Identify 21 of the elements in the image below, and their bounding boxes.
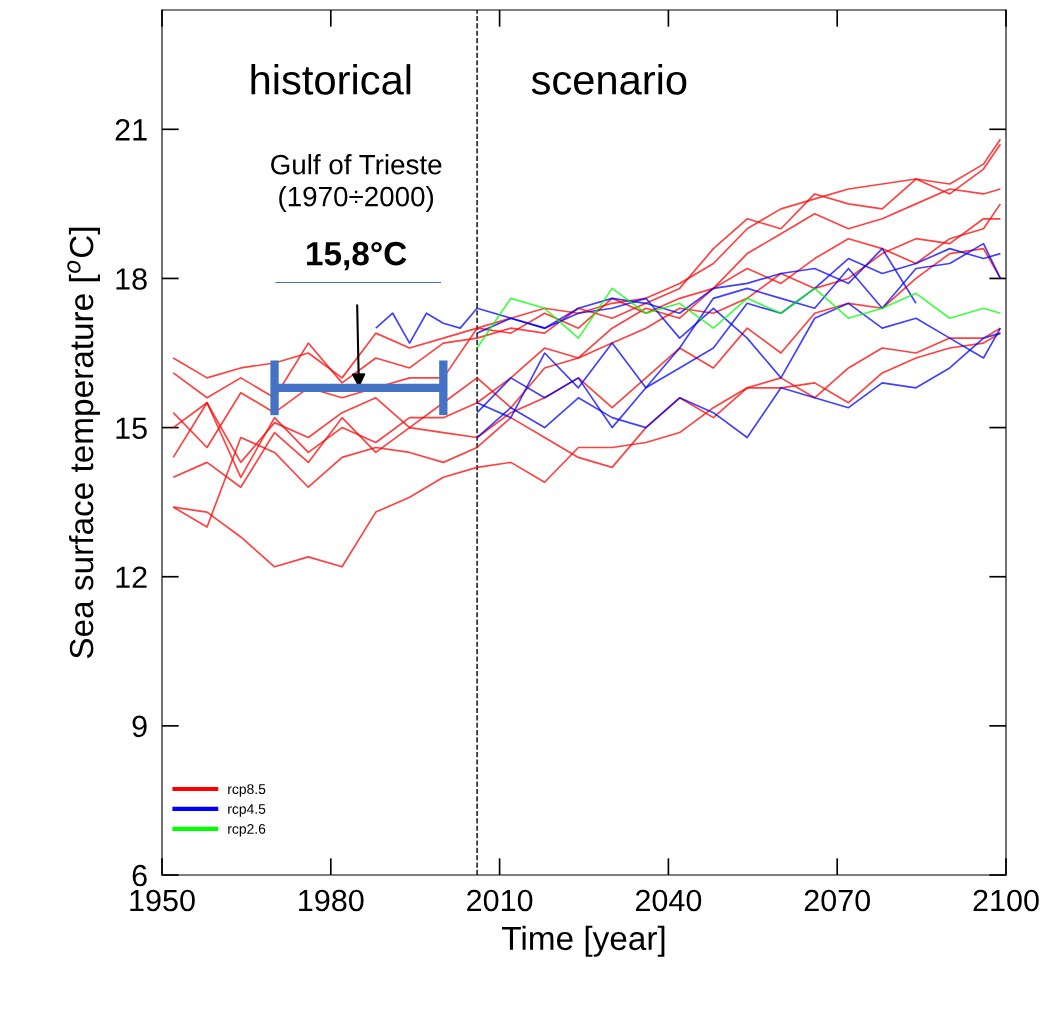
- x-tick-label: 1950: [130, 889, 195, 912]
- y-tick-label: 21: [115, 119, 147, 141]
- annotation: 15,8°C: [307, 241, 407, 271]
- x-tick-label: 1980: [299, 889, 364, 912]
- y-tick-label: 15: [116, 417, 147, 439]
- legend-label: rcp8.5: [228, 784, 266, 797]
- x-tick-label: 2040: [635, 889, 702, 912]
- y-axis-title: Sea surface temperature [$^{o}$C]: [67, 227, 100, 659]
- x-axis-title: Time [year]: [502, 925, 665, 957]
- x-tick-label: 2100: [973, 889, 1039, 912]
- annotation: scenario: [531, 64, 687, 95]
- legend-label: rcp4.5: [228, 804, 266, 817]
- legend-label: rcp2.6: [228, 823, 266, 837]
- y-tick-label: 9: [132, 715, 147, 738]
- y-tick-label: 12: [116, 566, 147, 588]
- x-tick-label: 2010: [467, 889, 533, 912]
- annotation: Gulf of Trieste (1970÷2000): [271, 154, 442, 212]
- y-tick-label: 6: [132, 864, 147, 887]
- x-tick-label: 2070: [804, 889, 870, 912]
- y-tick-label: 18: [116, 268, 147, 290]
- annotation: historical: [251, 64, 411, 95]
